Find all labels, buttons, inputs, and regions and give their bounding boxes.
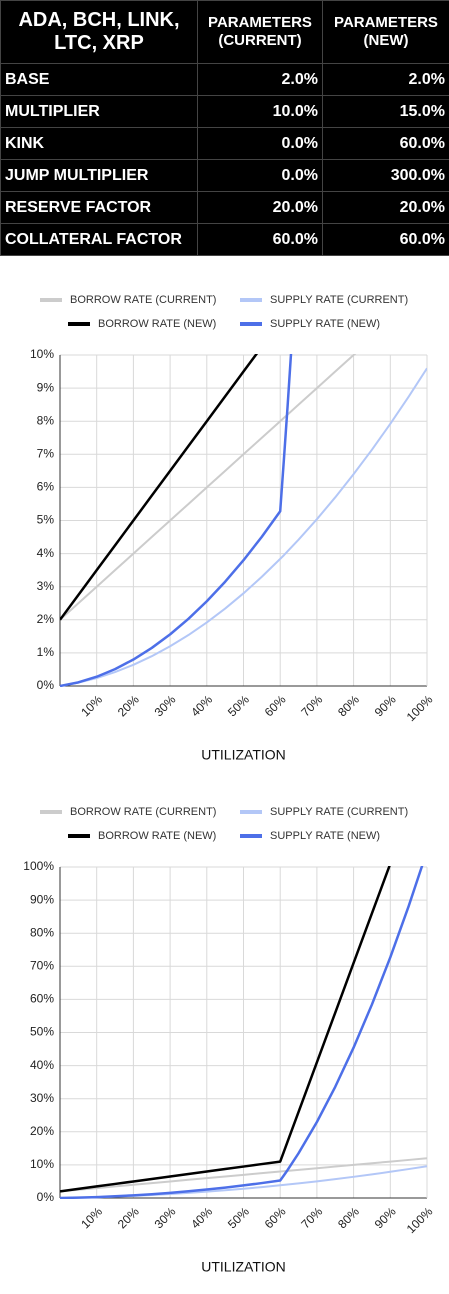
- legend-label: SUPPLY RATE (CURRENT): [270, 294, 408, 306]
- x-tick-label: 80%: [335, 692, 362, 719]
- x-tick-label: 30%: [152, 692, 179, 719]
- y-tick-label: 80%: [30, 925, 54, 939]
- legend-label: BORROW RATE (NEW): [98, 830, 216, 842]
- cell: 2.0%: [323, 64, 449, 96]
- y-tick-label: 4%: [37, 546, 55, 560]
- cell: 60.0%: [323, 224, 449, 256]
- x-axis-label: UTILIZATION: [201, 747, 286, 763]
- header-row: ADA, BCH, LINK, LTC, XRP PARAMETERS (CUR…: [1, 1, 449, 64]
- cell: 0.0%: [198, 160, 323, 192]
- legend-label: SUPPLY RATE (NEW): [270, 318, 380, 330]
- cell: 0.0%: [198, 128, 323, 160]
- x-tick-label: 100%: [404, 1204, 436, 1236]
- x-tick-label: 20%: [115, 692, 142, 719]
- y-tick-label: 1%: [37, 645, 55, 659]
- y-tick-label: 20%: [30, 1124, 54, 1138]
- y-tick-label: 6%: [37, 480, 55, 494]
- legend-label: BORROW RATE (NEW): [98, 318, 216, 330]
- cell: 20.0%: [323, 192, 449, 224]
- y-tick-label: 10%: [30, 1157, 54, 1171]
- y-tick-label: 70%: [30, 958, 54, 972]
- x-tick-label: 50%: [225, 1204, 252, 1231]
- cell: KINK: [1, 128, 198, 160]
- cell: 60.0%: [198, 224, 323, 256]
- y-tick-label: 40%: [30, 1058, 54, 1072]
- cell: MULTIPLIER: [1, 96, 198, 128]
- y-tick-label: 3%: [37, 579, 55, 593]
- x-tick-label: 20%: [115, 1204, 142, 1231]
- legend-label: BORROW RATE (CURRENT): [70, 294, 216, 306]
- cell: 60.0%: [323, 128, 449, 160]
- x-tick-label: 70%: [298, 1204, 325, 1231]
- cell: COLLATERAL FACTOR: [1, 224, 198, 256]
- y-tick-label: 9%: [37, 380, 55, 394]
- x-tick-label: 60%: [262, 1204, 289, 1231]
- y-tick-label: 90%: [30, 892, 54, 906]
- legend-label: SUPPLY RATE (CURRENT): [270, 806, 408, 818]
- x-tick-label: 30%: [152, 1204, 179, 1231]
- x-axis-label: UTILIZATION: [201, 1259, 286, 1275]
- x-tick-label: 50%: [225, 692, 252, 719]
- y-tick-label: 30%: [30, 1091, 54, 1105]
- cell: 15.0%: [323, 96, 449, 128]
- header-cell: PARAMETERS (CURRENT): [198, 1, 323, 64]
- header-cell: ADA, BCH, LINK, LTC, XRP: [1, 1, 198, 64]
- x-tick-label: 10%: [78, 1204, 105, 1231]
- cell: JUMP MULTIPLIER: [1, 160, 198, 192]
- x-tick-label: 10%: [78, 692, 105, 719]
- x-tick-label: 90%: [372, 692, 399, 719]
- chart: 0% 1% 2% 3% 4% 5% 6% 7% 8% 9% 10% 10% 20% 30% 40% 50% 60…: [0, 270, 449, 782]
- x-tick-label: 100%: [404, 692, 436, 724]
- cell: 2.0%: [198, 64, 323, 96]
- legend-label: SUPPLY RATE (NEW): [270, 830, 380, 842]
- y-tick-label: 0%: [37, 678, 55, 692]
- y-tick-label: 60%: [30, 992, 54, 1006]
- y-tick-label: 50%: [30, 1025, 54, 1039]
- x-tick-label: 90%: [372, 1204, 399, 1231]
- cell: BASE: [1, 64, 198, 96]
- x-tick-label: 40%: [188, 692, 215, 719]
- y-tick-label: 10%: [30, 347, 54, 361]
- y-tick-label: 0%: [37, 1190, 55, 1204]
- header-cell: PARAMETERS (NEW): [323, 1, 449, 64]
- chart: 0%10%20%30%40%50%60%70%80%90%100%10%20%3…: [0, 782, 449, 1294]
- cell: 20.0%: [198, 192, 323, 224]
- x-tick-label: 80%: [335, 1204, 362, 1231]
- y-tick-label: 2%: [37, 612, 55, 626]
- cell: RESERVE FACTOR: [1, 192, 198, 224]
- y-tick-label: 5%: [37, 513, 55, 527]
- legend-label: BORROW RATE (CURRENT): [70, 806, 216, 818]
- x-tick-label: 60%: [262, 692, 289, 719]
- y-tick-label: 7%: [37, 446, 55, 460]
- parameter-table: ADA, BCH, LINK, LTC, XRP PARAMETERS (CUR…: [0, 0, 449, 256]
- x-tick-label: 40%: [188, 1204, 215, 1231]
- cell: 10.0%: [198, 96, 323, 128]
- cell: 300.0%: [323, 160, 449, 192]
- y-tick-label: 100%: [23, 859, 54, 873]
- y-tick-label: 8%: [37, 413, 55, 427]
- x-tick-label: 70%: [298, 692, 325, 719]
